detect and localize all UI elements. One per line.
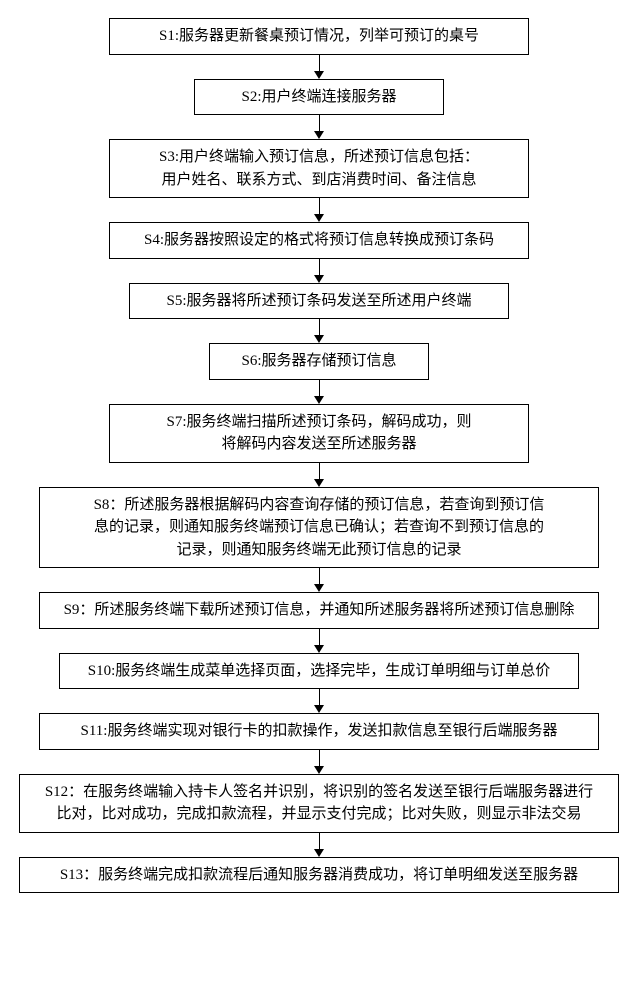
step-s11: S11:服务终端实现对银行卡的扣款操作，发送扣款信息至银行后端服务器 — [39, 713, 599, 750]
arrow — [314, 833, 324, 857]
step-s7: S7:服务终端扫描所述预订条码，解码成功，则将解码内容发送至所述服务器 — [109, 404, 529, 463]
arrow — [314, 689, 324, 713]
arrow — [314, 259, 324, 283]
step-s13: S13：服务终端完成扣款流程后通知服务器消费成功，将订单明细发送至服务器 — [19, 857, 619, 894]
step-s2: S2:用户终端连接服务器 — [194, 79, 444, 116]
arrow — [314, 380, 324, 404]
arrow — [314, 198, 324, 222]
step-s12: S12：在服务终端输入持卡人签名并识别，将识别的签名发送至银行后端服务器进行比对… — [19, 774, 619, 833]
arrow — [314, 568, 324, 592]
arrow — [314, 629, 324, 653]
arrow — [314, 55, 324, 79]
step-s1: S1:服务器更新餐桌预订情况，列举可预订的桌号 — [109, 18, 529, 55]
step-s4: S4:服务器按照设定的格式将预订信息转换成预订条码 — [109, 222, 529, 259]
step-s9: S9：所述服务终端下载所述预订信息，并通知所述服务器将所述预订信息删除 — [39, 592, 599, 629]
step-s10: S10:服务终端生成菜单选择页面，选择完毕，生成订单明细与订单总价 — [59, 653, 579, 690]
arrow — [314, 115, 324, 139]
step-s3: S3:用户终端输入预订信息，所述预订信息包括：用户姓名、联系方式、到店消费时间、… — [109, 139, 529, 198]
arrow — [314, 319, 324, 343]
step-s6: S6:服务器存储预订信息 — [209, 343, 429, 380]
flowchart-container: S1:服务器更新餐桌预订情况，列举可预订的桌号 S2:用户终端连接服务器 S3:… — [0, 0, 638, 911]
arrow — [314, 463, 324, 487]
arrow — [314, 750, 324, 774]
step-s5: S5:服务器将所述预订条码发送至所述用户终端 — [129, 283, 509, 320]
step-s8: S8：所述服务器根据解码内容查询存储的预订信息，若查询到预订信息的记录，则通知服… — [39, 487, 599, 569]
